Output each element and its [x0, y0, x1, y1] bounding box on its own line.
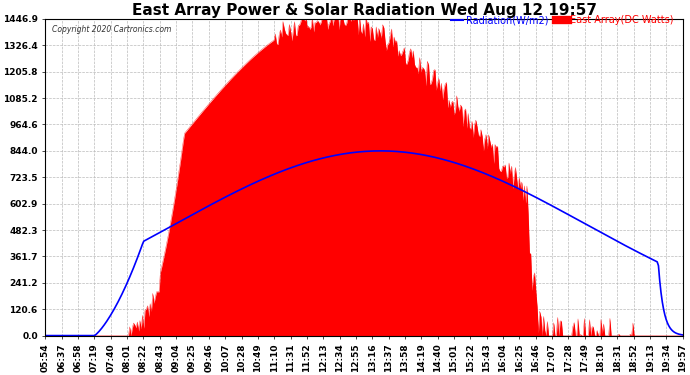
- Legend: Radiation(W/m2), East Array(DC Watts): Radiation(W/m2), East Array(DC Watts): [447, 11, 678, 29]
- Title: East Array Power & Solar Radiation Wed Aug 12 19:57: East Array Power & Solar Radiation Wed A…: [132, 3, 597, 18]
- Text: Copyright 2020 Cartronics.com: Copyright 2020 Cartronics.com: [52, 25, 171, 34]
